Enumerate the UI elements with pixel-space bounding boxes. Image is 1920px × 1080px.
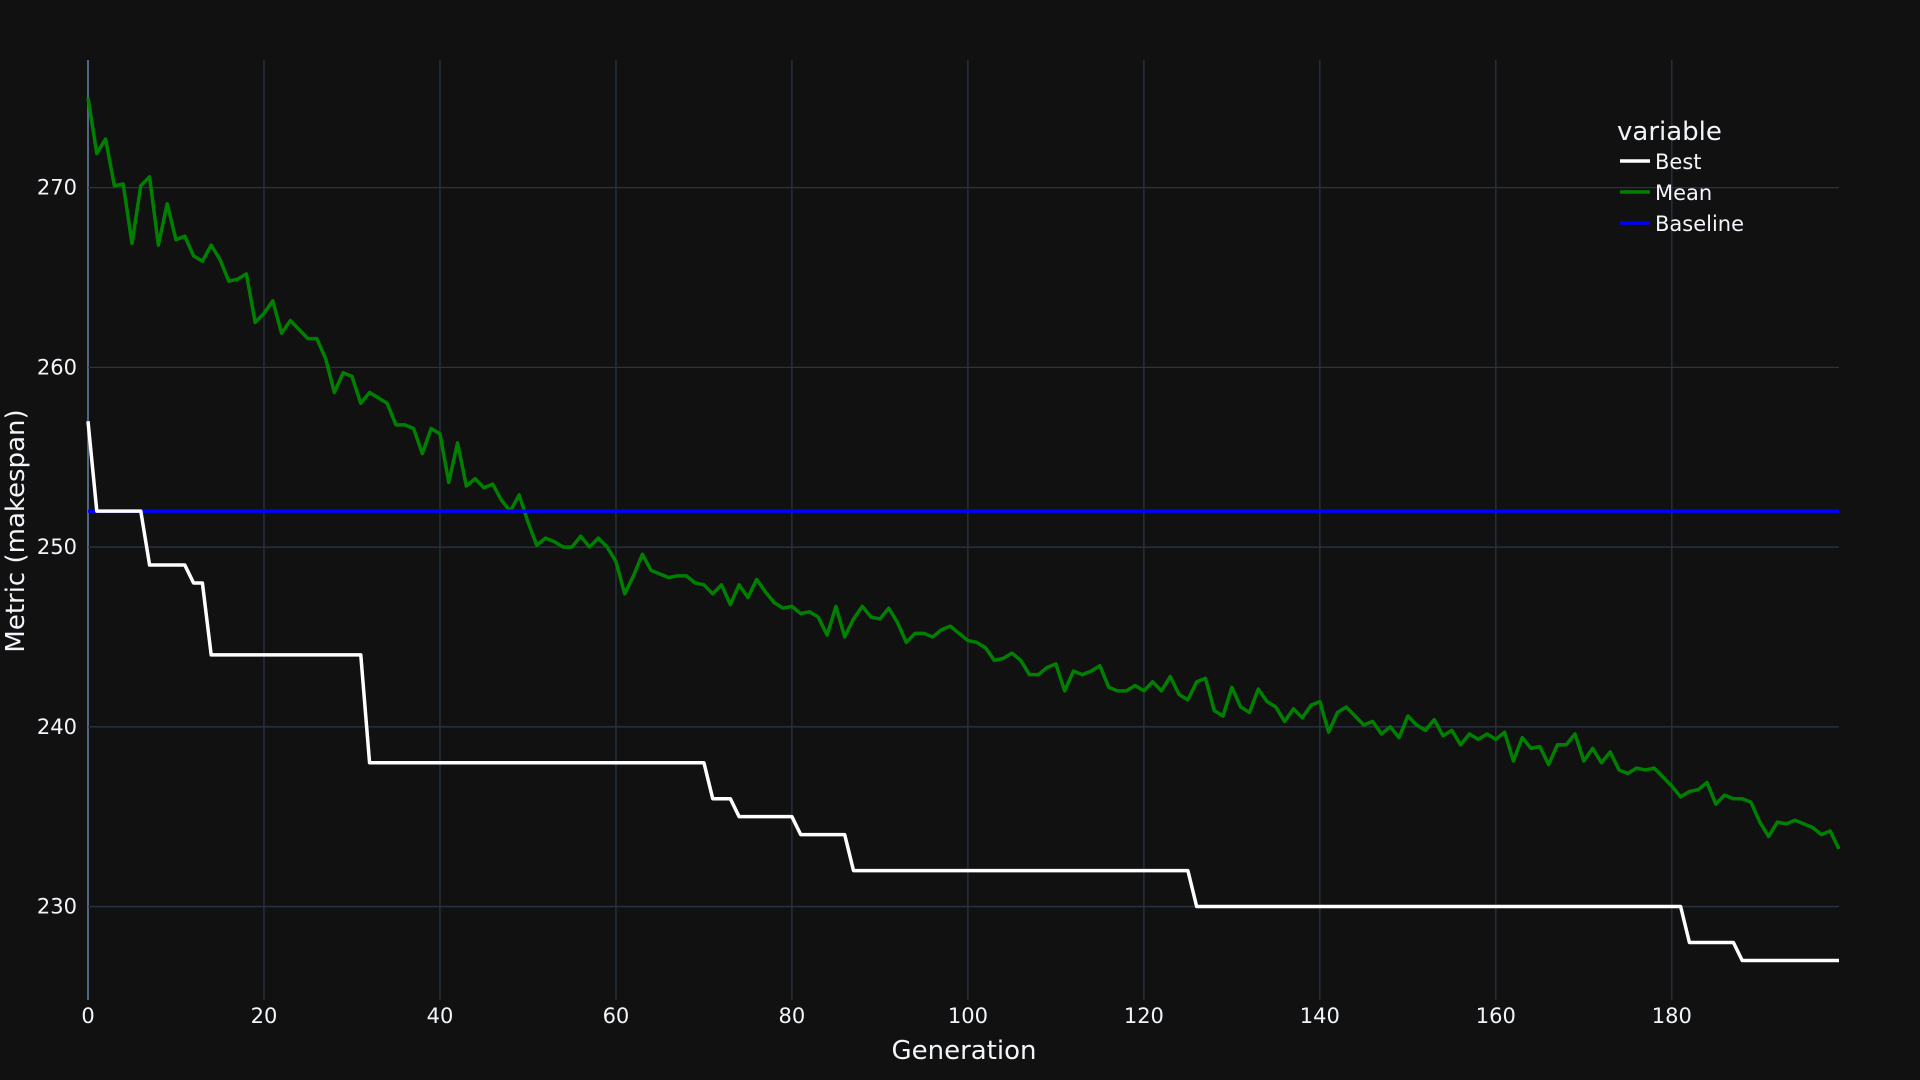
legend: variable Best Mean Baseline <box>1617 117 1744 236</box>
y-axis-ticks: 230 240 250 260 270 <box>37 176 77 919</box>
x-axis-ticks: 0 20 40 60 80 100 120 140 160 180 <box>81 1004 1692 1028</box>
x-tick-label: 100 <box>948 1004 988 1028</box>
x-grid <box>87 60 1673 1000</box>
x-axis-title: Generation <box>891 1036 1036 1066</box>
y-tick-label: 270 <box>37 176 77 200</box>
y-axis-title: Metric (makespan) <box>1 409 31 652</box>
x-tick-label: 40 <box>427 1004 454 1028</box>
x-tick-label: 120 <box>1124 1004 1164 1028</box>
y-tick-label: 260 <box>37 355 77 379</box>
y-tick-label: 240 <box>37 715 77 739</box>
x-tick-label: 160 <box>1476 1004 1516 1028</box>
y-tick-label: 230 <box>37 895 77 919</box>
x-tick-label: 20 <box>251 1004 278 1028</box>
legend-entries: Best Mean Baseline <box>1620 150 1744 236</box>
x-tick-label: 0 <box>81 1004 94 1028</box>
y-tick-label: 250 <box>37 535 77 559</box>
legend-title: variable <box>1617 117 1722 147</box>
y-grid <box>88 186 1839 908</box>
legend-label-mean: Mean <box>1655 181 1712 205</box>
legend-label-baseline: Baseline <box>1655 212 1744 236</box>
series-line-best <box>86 421 1839 963</box>
x-tick-label: 80 <box>779 1004 806 1028</box>
x-tick-label: 180 <box>1652 1004 1692 1028</box>
series-line-mean <box>86 97 1841 850</box>
legend-label-best: Best <box>1655 150 1702 174</box>
x-tick-label: 140 <box>1300 1004 1340 1028</box>
series-layer <box>86 97 1841 963</box>
x-tick-label: 60 <box>603 1004 630 1028</box>
